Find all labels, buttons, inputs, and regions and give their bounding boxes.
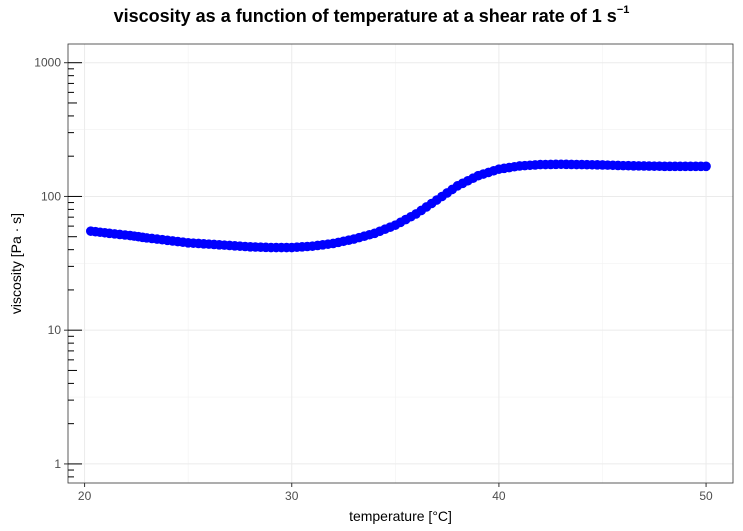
y-tick-label: 100 <box>41 189 61 203</box>
chart-title-superscript: −1 <box>616 4 630 16</box>
data-point <box>701 161 711 172</box>
x-tick-label: 30 <box>285 489 299 503</box>
x-tick-label: 20 <box>78 489 92 503</box>
chart-title-text: viscosity as a function of temperature a… <box>113 6 617 26</box>
y-axis-title: viscosity [Pa · s] <box>8 213 24 314</box>
y-tick-label: 10 <box>48 323 62 337</box>
y-tick-label: 1 <box>54 457 61 471</box>
chart-title: viscosity as a function of temperature a… <box>0 4 743 27</box>
x-tick-label: 40 <box>492 489 506 503</box>
panel-border <box>67 43 734 484</box>
y-tick-label: 1000 <box>34 56 61 70</box>
x-axis-title: temperature [°C] <box>349 508 452 524</box>
x-tick-label: 50 <box>699 489 713 503</box>
